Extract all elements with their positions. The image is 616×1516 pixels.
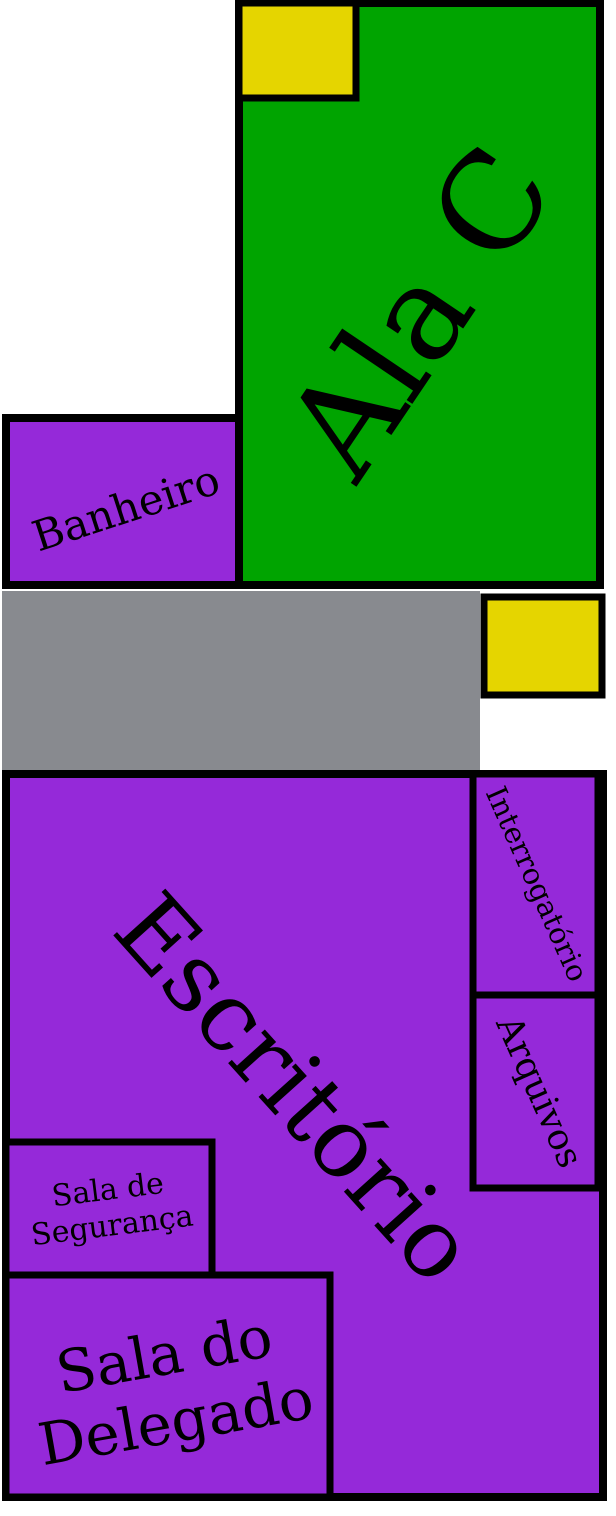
yellow-marker-top[interactable] [235, 0, 360, 102]
interrogatorio-room[interactable] [469, 770, 602, 999]
sala-seguranca-label: Sala de Segurança [29, 1166, 195, 1253]
arquivos-room[interactable] [469, 991, 602, 1192]
corridor [2, 591, 480, 771]
sala-seguranca-room[interactable] [2, 1138, 216, 1279]
yellow-marker-right[interactable] [480, 593, 606, 699]
banheiro-room[interactable] [2, 414, 243, 589]
sala-delegado-room[interactable] [2, 1271, 334, 1501]
